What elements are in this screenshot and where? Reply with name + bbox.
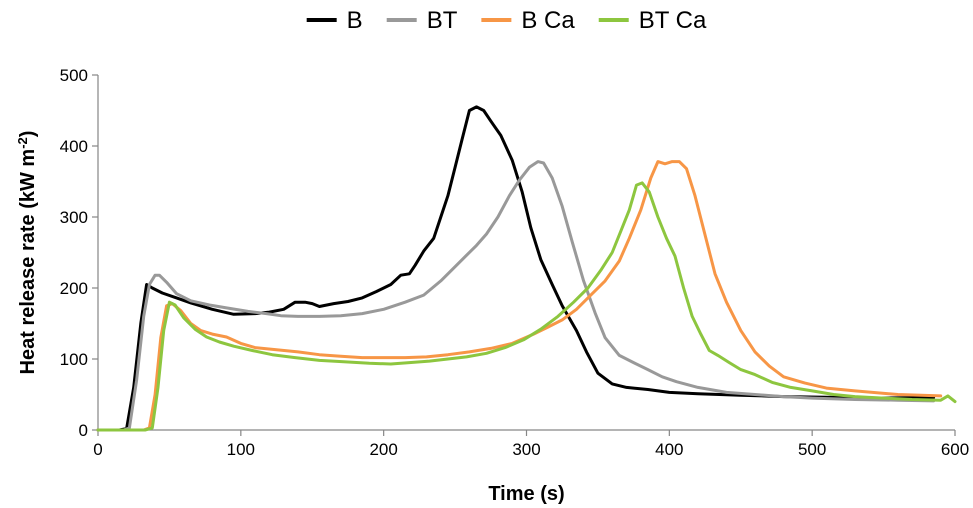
series-line-b bbox=[96, 105, 936, 432]
y-tick-label: 200 bbox=[60, 279, 88, 298]
y-axis-title: Heat release rate (kW m-2) bbox=[15, 131, 39, 375]
legend-label-b-ca: B Ca bbox=[521, 7, 575, 34]
y-tick-label: 400 bbox=[60, 137, 88, 156]
y-tick-label: 100 bbox=[60, 350, 88, 369]
x-tick-label: 300 bbox=[512, 440, 540, 459]
x-tick-label: 0 bbox=[93, 440, 102, 459]
x-tick-label: 400 bbox=[655, 440, 683, 459]
chart-series bbox=[96, 105, 957, 432]
legend-label-bt-ca: BT Ca bbox=[639, 7, 707, 34]
chart-legend: B BT B Ca BT Ca bbox=[306, 7, 707, 34]
y-axis-title-superscript: -2 bbox=[15, 137, 30, 149]
x-tick-label: 200 bbox=[369, 440, 397, 459]
x-tick-label: 500 bbox=[798, 440, 826, 459]
x-axis-title: Time (s) bbox=[488, 483, 564, 505]
series-line-bt bbox=[96, 160, 936, 432]
series-line-bt-ca bbox=[96, 181, 957, 432]
legend-label-b: B bbox=[347, 7, 363, 34]
y-axis-title-close: ) bbox=[17, 131, 39, 138]
legend-label-bt: BT bbox=[427, 7, 458, 34]
y-axis-title-main: Heat release rate (kW m bbox=[17, 149, 39, 375]
x-tick-label: 600 bbox=[941, 440, 969, 459]
y-tick-label: 0 bbox=[79, 421, 88, 440]
x-tick-label: 100 bbox=[227, 440, 255, 459]
y-tick-label: 300 bbox=[60, 208, 88, 227]
y-tick-label: 500 bbox=[60, 66, 88, 85]
chart-axes: 0 100 200 300 400 500 0 100 200 300 400 500 600 bbox=[60, 66, 970, 459]
